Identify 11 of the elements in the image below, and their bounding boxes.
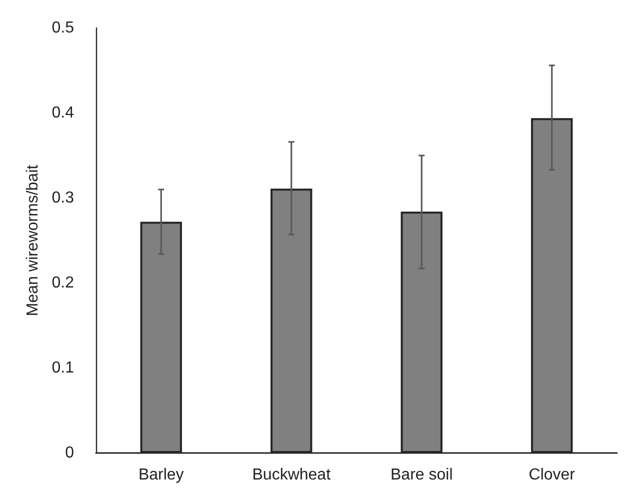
- x-tick-label: Buckwheat: [252, 466, 332, 484]
- y-tick-label: 0.5: [52, 20, 74, 36]
- y-tick-label: 0.4: [52, 104, 74, 122]
- y-tick-label: 0: [65, 444, 74, 462]
- y-tick-label: 0.3: [52, 190, 74, 206]
- y-tick-label: 0.2: [52, 274, 74, 292]
- x-tick-label: Barley: [138, 466, 184, 484]
- x-tick-label: Bare soil: [390, 466, 453, 484]
- y-axis-title: Mean wireworms/bait: [24, 164, 42, 316]
- x-tick-label: Clover: [528, 466, 576, 484]
- y-tick-label: 0.1: [52, 360, 74, 376]
